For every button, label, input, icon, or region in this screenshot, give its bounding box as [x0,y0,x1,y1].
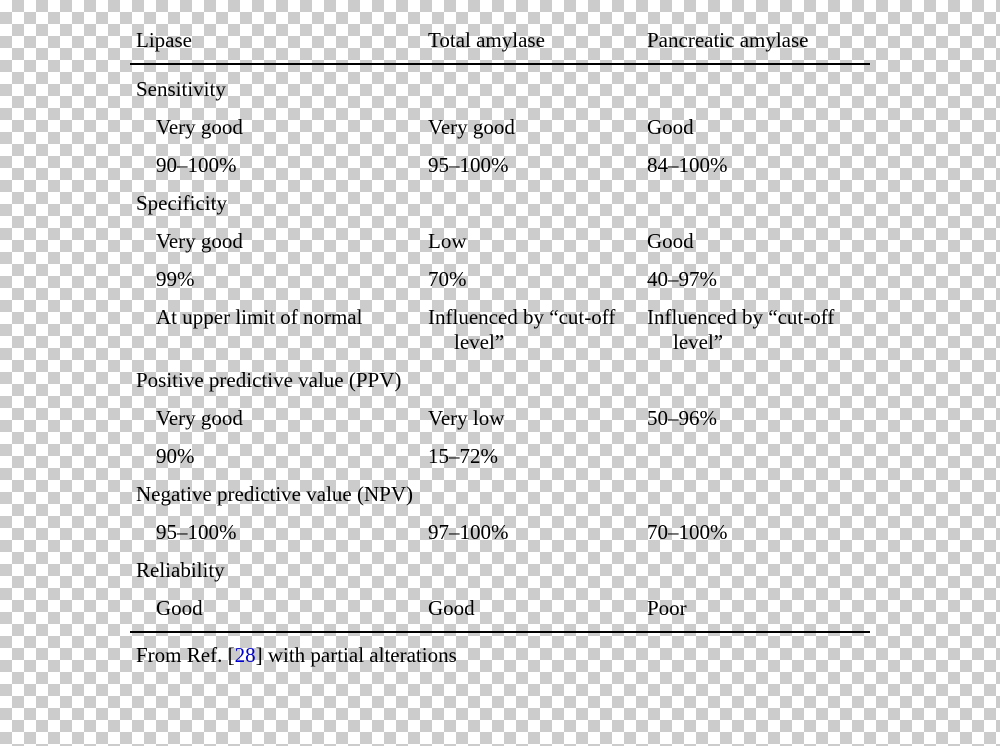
section-label-npv: Negative predictive value (NPV) [130,482,870,507]
sensitivity-label: Sensitivity [130,77,226,102]
cell: Very low [428,406,647,431]
table-header-row: Lipase Total amylase Pancreatic amylase [130,28,870,63]
reliability-label: Reliability [130,558,225,583]
cell: 90–100% [130,153,428,178]
footnote-suffix: ] with partial alterations [256,643,457,667]
cell: Very good [130,115,428,140]
section-label-ppv: Positive predictive value (PPV) [130,368,870,393]
table-footnote: From Ref. [28] with partial alterations [130,633,870,668]
reference-number: 28 [235,643,256,667]
cell: Good [428,596,647,621]
cell: 95–100% [428,153,647,178]
table-row: 90% 15–72% [130,444,870,469]
header-lipase: Lipase [130,28,428,53]
section-label-specificity: Specificity [130,191,870,216]
npv-label: Negative predictive value (NPV) [130,482,413,507]
header-pancreatic-amylase: Pancreatic amylase [647,28,862,53]
ppv-label: Positive predictive value (PPV) [130,368,401,393]
cell: Influenced by “cut-off level” [647,305,862,355]
cell: Low [428,229,647,254]
cell [647,444,862,469]
cell: Influenced by “cut-off level” [428,305,647,355]
table-row: Very good Very low 50–96% [130,406,870,431]
table-row: 95–100% 97–100% 70–100% [130,520,870,545]
cell: Good [647,115,862,140]
cell: Very good [130,229,428,254]
header-total-amylase: Total amylase [428,28,647,53]
cell: 15–72% [428,444,647,469]
cell: 70–100% [647,520,862,545]
cell: 97–100% [428,520,647,545]
section-label-reliability: Reliability [130,558,870,583]
cell: 95–100% [130,520,428,545]
table-row: Very good Low Good [130,229,870,254]
cell: 40–97% [647,267,862,292]
table-row: Good Good Poor [130,596,870,621]
cell: 99% [130,267,428,292]
cell: 90% [130,444,428,469]
cell: Poor [647,596,862,621]
table-body: Sensitivity Very good Very good Good 90–… [130,65,870,621]
cell: 50–96% [647,406,862,431]
table-row: 99% 70% 40–97% [130,267,870,292]
cell: Good [647,229,862,254]
section-label-sensitivity: Sensitivity [130,77,870,102]
cell: Very good [428,115,647,140]
cell: Very good [130,406,428,431]
cell: 70% [428,267,647,292]
table-row: 90–100% 95–100% 84–100% [130,153,870,178]
enzyme-comparison-table: Lipase Total amylase Pancreatic amylase … [130,28,870,668]
footnote-prefix: From Ref. [ [136,643,235,667]
table-row: At upper limit of normal Influenced by “… [130,305,870,355]
cell: At upper limit of normal [130,305,428,355]
cell: 84–100% [647,153,862,178]
cell: Good [130,596,428,621]
table-row: Very good Very good Good [130,115,870,140]
specificity-label: Specificity [130,191,227,216]
